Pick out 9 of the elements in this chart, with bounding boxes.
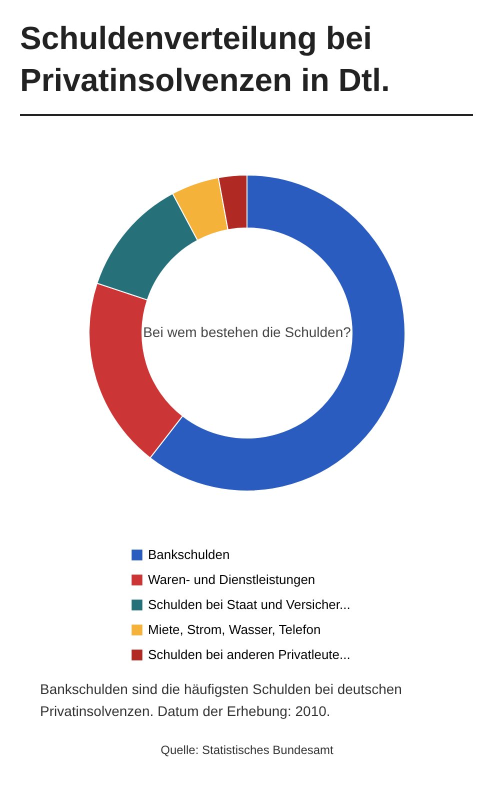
legend-label: Schulden bei Staat und Versicher... [148,597,350,612]
legend-label: Schulden bei anderen Privatleute... [148,647,350,662]
chart-title: Schuldenverteilung bei Privatinsolvenzen in Dtl. [20,20,390,98]
text: Bankschulden sind die häufigsten Schulden bei deutschen Privatinsolvenzen. Datum der Erhebung: 2010. [40,681,402,719]
legend-label: Bankschulden [148,547,230,562]
legend-label: Miete, Strom, Wasser, Telefon [148,622,321,637]
legend-label: Waren- und Dienstleistungen [148,572,316,587]
text: Bei wem bestehen die Schulden? [143,324,352,340]
source-note: Quelle: Statistisches Bundesamt [160,743,334,757]
